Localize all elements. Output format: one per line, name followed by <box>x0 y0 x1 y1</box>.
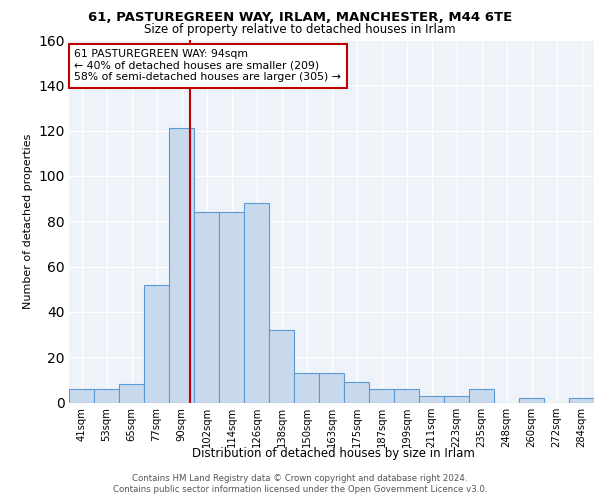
Bar <box>169 128 194 402</box>
Bar <box>319 373 344 402</box>
Bar <box>469 389 494 402</box>
Bar <box>69 389 94 402</box>
Text: 61, PASTUREGREEN WAY, IRLAM, MANCHESTER, M44 6TE: 61, PASTUREGREEN WAY, IRLAM, MANCHESTER,… <box>88 11 512 24</box>
Text: Contains HM Land Registry data © Crown copyright and database right 2024.: Contains HM Land Registry data © Crown c… <box>132 474 468 483</box>
Text: Distribution of detached houses by size in Irlam: Distribution of detached houses by size … <box>191 448 475 460</box>
Bar <box>194 212 219 402</box>
Text: 61 PASTUREGREEN WAY: 94sqm
← 40% of detached houses are smaller (209)
58% of sem: 61 PASTUREGREEN WAY: 94sqm ← 40% of deta… <box>74 49 341 82</box>
Bar <box>369 389 394 402</box>
Bar <box>419 396 444 402</box>
Bar <box>269 330 294 402</box>
Bar <box>119 384 144 402</box>
Bar <box>94 389 119 402</box>
Bar <box>394 389 419 402</box>
Bar <box>144 284 169 403</box>
Bar <box>219 212 244 402</box>
Bar <box>519 398 544 402</box>
Bar <box>244 203 269 402</box>
Bar <box>344 382 369 402</box>
Bar <box>569 398 594 402</box>
Text: Size of property relative to detached houses in Irlam: Size of property relative to detached ho… <box>144 22 456 36</box>
Text: Contains public sector information licensed under the Open Government Licence v3: Contains public sector information licen… <box>113 485 487 494</box>
Y-axis label: Number of detached properties: Number of detached properties <box>23 134 33 309</box>
Bar <box>444 396 469 402</box>
Bar <box>294 373 319 402</box>
